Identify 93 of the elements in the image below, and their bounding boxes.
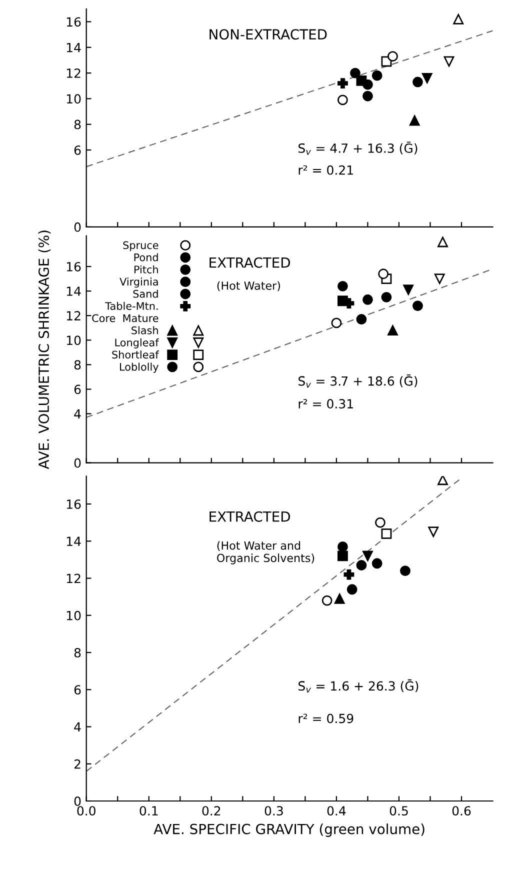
y-axis-title: AVE. VOLUMETRIC SHRINKAGE (%) [38,230,51,470]
y-tick-label: 6 [74,384,81,394]
point [428,526,439,538]
y-tick-label: 12 [66,68,80,78]
point [412,300,423,311]
point [438,236,448,248]
point [403,284,414,296]
point [381,528,392,539]
x-tick-label: 0.5 [390,806,408,816]
y-tick-label: 4 [74,722,81,732]
point [362,294,373,305]
legend-label: Shortleaf [112,350,160,359]
point [337,550,348,562]
point [381,292,392,302]
y-tick-label: 0 [74,458,81,468]
annotation: S̄$_{v}$ = 3.7 + 18.6 (Ḡ) [298,374,418,388]
x-tick-label: 0.2 [202,806,220,816]
y-tick-label: 8 [74,360,81,370]
annotation: S̄$_{v}$ = 4.7 + 16.3 (Ḡ) [298,142,418,155]
y-tick-label: 6 [74,145,81,155]
y-tick-label: 14 [66,536,81,546]
point [388,325,398,336]
y-tick-label: 12 [66,574,80,583]
x-axis-title: AVE. SPECIFIC GRAVITY (green volume) [154,824,424,837]
y-tick-label: 6 [74,685,81,695]
legend-label: Pitch [134,265,158,274]
y-tick-label: 4 [74,409,81,418]
y-tick-label: 16 [66,499,81,509]
legend-label: Virginia [120,278,158,288]
y-tick-label: 16 [66,17,81,27]
y-tick-label: 0 [74,796,81,806]
point [388,51,398,62]
legend-label: Spruce [123,241,158,252]
point [362,550,373,562]
point [322,595,332,606]
annotation: r² = 0.31 [298,399,353,409]
point [444,56,454,67]
legend-label: Loblolly [120,362,158,373]
point [337,78,348,88]
text: EXTRACTED [210,511,290,522]
point [337,541,348,552]
x-tick-label: 0.1 [140,806,158,816]
point [356,314,367,324]
point [453,14,464,24]
point [372,70,382,81]
point [350,68,360,78]
text: (Hot Water and Organic Solvents) [217,541,314,564]
point [344,569,354,580]
point [356,76,367,86]
point [334,593,345,604]
y-tick-label: 12 [66,311,80,320]
y-tick-label: 8 [74,120,81,130]
annotation: r² = 0.59 [298,714,354,724]
y-tick-label: 10 [66,610,81,620]
point [422,72,432,84]
point [434,274,445,284]
x-tick-label: 0.0 [77,806,96,816]
point [372,558,382,569]
point [378,268,389,280]
point [337,280,348,292]
legend-label: Sand [133,290,158,298]
point [409,115,420,126]
point [362,90,373,102]
legend-label: Longleaf [115,338,160,348]
point [356,560,367,570]
point [337,94,348,106]
y-tick-label: 10 [66,94,81,104]
point [412,76,423,88]
y-tick-label: 10 [66,336,81,346]
point [346,584,358,595]
y-tick-label: 14 [66,286,81,296]
annotation: r² = 0.21 [298,165,353,175]
point [375,517,386,528]
x-tick-label: 0.3 [264,806,283,816]
legend-label: Table-Mtn. [105,302,158,310]
y-tick-label: 0 [74,222,81,232]
legend-label: Slash [132,326,158,334]
y-tick-label: 14 [66,43,81,52]
text: NON-EXTRACTED [210,29,327,40]
annotation: S̄$_{v}$ = 1.6 + 26.3 (Ḡ) [298,679,418,693]
point [438,476,448,486]
point [400,566,410,576]
y-tick-label: 16 [66,262,81,272]
text: (Hot Water) [217,281,280,292]
legend-title: Core Mature [92,314,158,322]
text: EXTRACTED [210,257,290,268]
y-tick-label: 8 [74,648,81,658]
x-tick-label: 0.4 [327,806,346,816]
point [331,318,342,328]
y-tick-label: 2 [74,759,80,769]
point [337,296,348,306]
x-tick-label: 0.6 [452,806,471,816]
legend-label: Pond [134,253,158,262]
